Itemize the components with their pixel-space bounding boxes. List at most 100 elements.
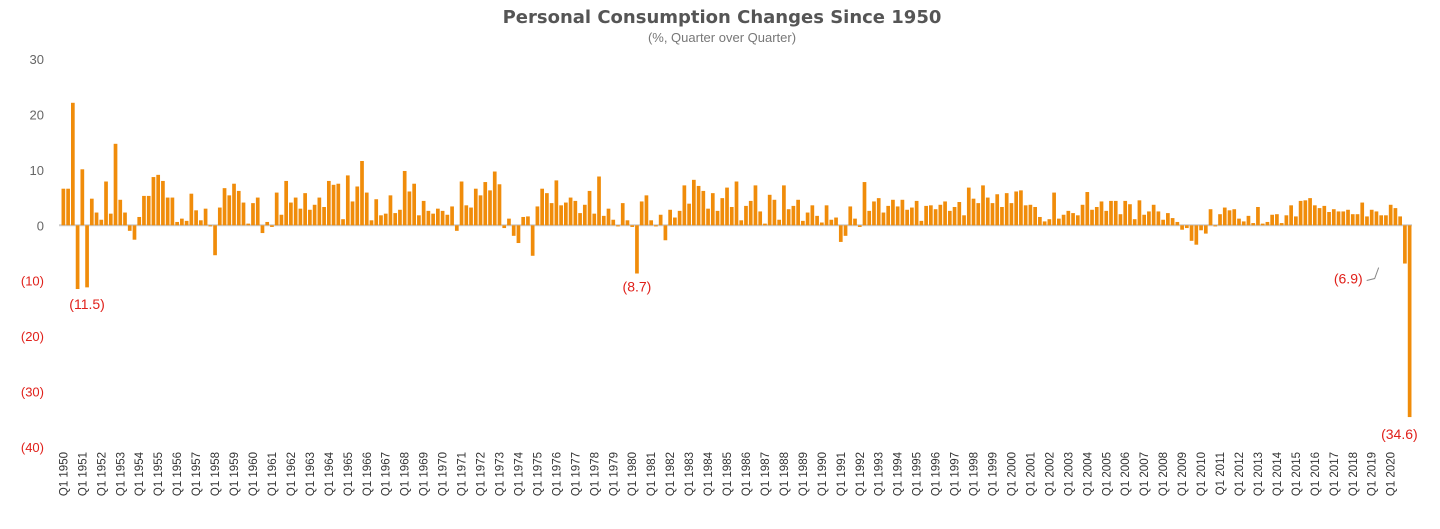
bar	[417, 215, 421, 226]
bar	[445, 214, 450, 226]
bar	[1289, 205, 1293, 226]
bar	[1052, 192, 1056, 226]
bar	[805, 212, 810, 226]
bar	[317, 197, 322, 226]
x-tick-label: Q1 1995	[912, 452, 924, 496]
x-tick-label: Q1 1986	[741, 452, 753, 496]
bar	[635, 225, 639, 274]
y-tick-label: (30)	[21, 385, 44, 400]
bar	[838, 225, 843, 242]
bar	[744, 205, 748, 226]
bar	[1175, 221, 1180, 226]
bar	[1256, 206, 1260, 226]
x-tick-label: Q1 1952	[96, 452, 108, 496]
bar	[113, 143, 118, 226]
bar	[876, 198, 881, 226]
bar	[1166, 213, 1170, 226]
bar	[388, 195, 393, 226]
bar	[1260, 223, 1265, 226]
x-tick-label: Q1 1954	[134, 451, 146, 496]
bar	[1312, 205, 1317, 226]
bar	[99, 219, 104, 226]
bar	[933, 209, 938, 226]
x-tick-label: Q1 1992	[855, 452, 867, 496]
bar	[649, 220, 654, 226]
bar	[303, 193, 307, 226]
x-tick-label: Q1 1994	[893, 451, 905, 496]
bar	[374, 199, 379, 226]
x-tick-label: Q1 2014	[1272, 451, 1284, 496]
bar	[853, 218, 857, 226]
bar	[398, 209, 402, 226]
bar	[1251, 223, 1256, 226]
bar	[938, 204, 943, 226]
x-tick-label: Q1 1973	[494, 452, 506, 496]
bar	[241, 202, 246, 226]
bar	[1365, 216, 1369, 226]
x-tick-label: Q1 1961	[267, 452, 279, 496]
bar	[654, 225, 658, 227]
x-tick-label: Q1 1980	[627, 452, 639, 496]
bar	[1094, 206, 1099, 226]
bar	[985, 197, 990, 226]
bar	[393, 213, 398, 226]
bar	[1033, 206, 1037, 226]
bar	[454, 225, 459, 231]
bar	[198, 220, 203, 226]
bar	[549, 203, 554, 226]
x-tick-label: Q1 1985	[722, 452, 734, 496]
bar	[568, 197, 573, 226]
x-tick-label: Q1 1975	[532, 452, 544, 496]
bar	[725, 187, 729, 226]
annotation-leader-line	[1366, 267, 1380, 282]
bar	[426, 210, 431, 226]
bar	[118, 199, 123, 226]
bar	[582, 204, 587, 226]
bar	[905, 209, 909, 226]
x-tick-label: Q1 1989	[798, 452, 810, 496]
x-tick-label: Q1 1996	[931, 452, 943, 496]
bar	[66, 188, 70, 226]
bar	[142, 195, 146, 226]
bar	[976, 203, 981, 226]
bar	[75, 225, 80, 290]
x-tick-label: Q1 1974	[513, 451, 525, 496]
bar	[89, 198, 94, 226]
bar	[910, 207, 914, 226]
bar	[554, 180, 559, 226]
x-tick-label: Q1 1953	[115, 452, 127, 496]
bar	[540, 188, 544, 226]
bar	[1322, 205, 1327, 226]
y-tick-label: (10)	[21, 274, 44, 289]
x-tick-label: Q1 2007	[1139, 452, 1151, 496]
bar	[1142, 214, 1147, 226]
y-tick-label: (40)	[21, 440, 44, 455]
bar	[753, 185, 758, 226]
bar	[1137, 200, 1142, 226]
bar	[170, 197, 175, 226]
x-tick-label: Q1 2020	[1386, 452, 1398, 496]
bar	[364, 192, 369, 226]
data-label: (34.6)	[1381, 426, 1418, 442]
bar	[355, 186, 360, 226]
bar	[1061, 214, 1066, 226]
x-tick-label: Q1 1983	[684, 452, 696, 496]
bar	[1004, 193, 1009, 226]
bar	[180, 218, 184, 226]
bar	[1028, 204, 1033, 226]
bar	[255, 197, 260, 226]
x-tick-label: Q1 1963	[305, 452, 317, 496]
bar	[222, 188, 227, 226]
bar	[535, 206, 540, 226]
x-tick-label: Q1 1950	[58, 452, 70, 496]
bar	[137, 216, 142, 226]
bar	[592, 213, 597, 226]
bar	[791, 205, 796, 226]
x-tick-label: Q1 1971	[457, 452, 469, 496]
bar	[881, 212, 886, 226]
bar	[213, 225, 217, 256]
bar	[782, 185, 786, 226]
bar	[1194, 225, 1199, 245]
bar	[834, 217, 838, 226]
x-tick-label: Q1 1955	[153, 452, 165, 496]
